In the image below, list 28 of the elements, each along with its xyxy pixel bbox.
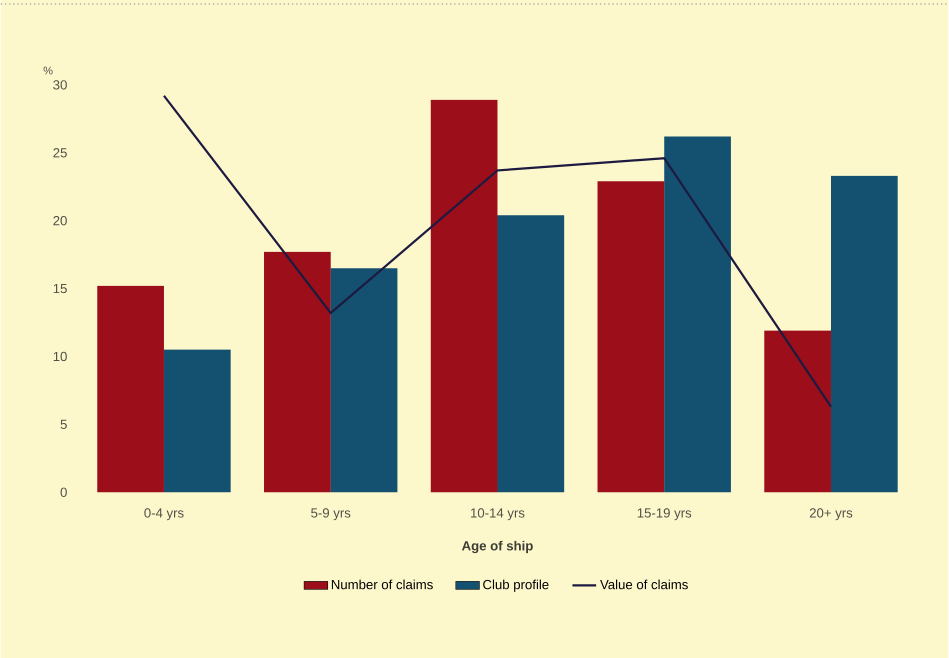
- y-tick-label: 0: [60, 488, 67, 497]
- y-tick-label: 15: [54, 284, 67, 294]
- x-tick-label: 15-19 yrs: [638, 508, 692, 520]
- legend-label: Number of claims: [332, 580, 433, 590]
- bar: [830, 176, 898, 492]
- bar: [330, 268, 398, 492]
- bar: [664, 136, 731, 492]
- legend-label: Club profile: [483, 580, 549, 592]
- x-tick-label: 0-4 yrs: [144, 508, 184, 520]
- bar: [97, 286, 164, 492]
- x-tick-label: 20+ yrs: [810, 508, 852, 520]
- y-tick-label: 25: [53, 148, 67, 158]
- bar: [264, 252, 331, 492]
- bar: [430, 100, 498, 492]
- x-tick-label: 10-14 yrs: [471, 508, 524, 520]
- y-tick-label: 10: [54, 352, 67, 362]
- bar: [497, 215, 564, 492]
- y-tick-label: 20: [53, 216, 67, 226]
- y-tick-label: 5: [60, 420, 67, 429]
- y-axis-title: %: [44, 66, 53, 74]
- bar: [764, 330, 831, 492]
- bar: [164, 350, 231, 492]
- x-axis-title: Age of ship: [462, 540, 533, 554]
- bar: [598, 181, 664, 492]
- x-tick-label: 5-9 yrs: [311, 508, 350, 520]
- y-tick-label: 30: [53, 80, 67, 90]
- line-series: [162, 94, 832, 408]
- legend-label: Value of claims: [600, 580, 688, 590]
